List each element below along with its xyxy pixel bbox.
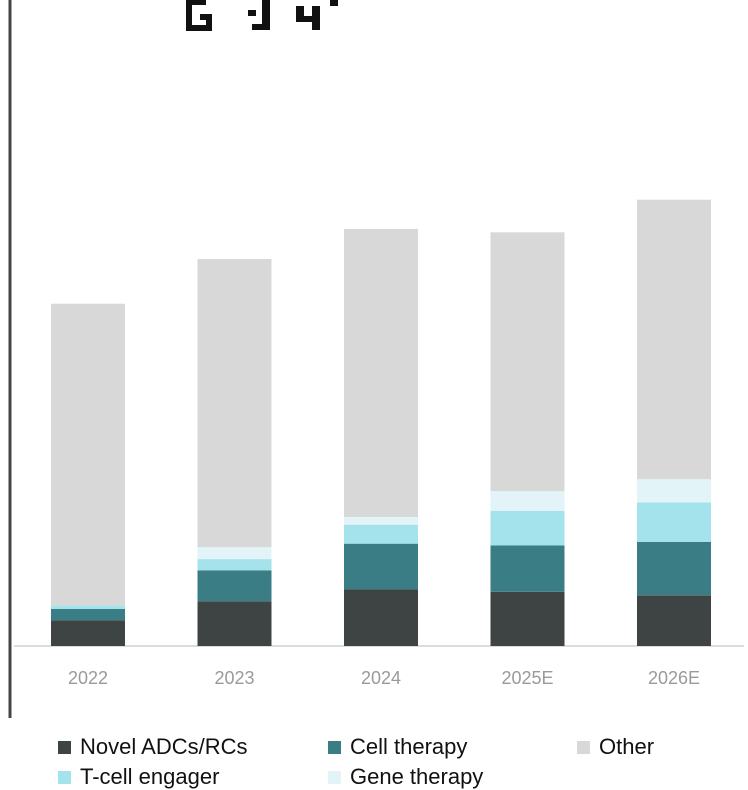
legend-label: Gene therapy (350, 764, 484, 789)
legend-swatch-t-cell-engager (58, 770, 71, 784)
x-tick-label-2022: 2022 (68, 668, 108, 688)
bar-segment-other-2023 (197, 259, 272, 548)
x-tick-label-2026e: 2026E (648, 668, 700, 688)
bar-segment-t-cell-engager-2025e (490, 511, 565, 546)
bar-segment-gene-therapy-2023 (197, 547, 272, 560)
bar-segment-other-2026e (637, 199, 711, 480)
bar-segment-novel-adcs-rcs-2024 (344, 589, 418, 646)
bar-segment-cell-therapy-2025e (490, 545, 565, 592)
bar-segment-cell-therapy-2026e (637, 541, 711, 596)
x-tick-labels: 2022 2023 2024 2025E 2026E (68, 668, 700, 688)
x-tick-label-2023: 2023 (214, 668, 254, 688)
bar-segment-novel-adcs-rcs-2023 (197, 601, 272, 646)
bar-segment-cell-therapy-2022 (51, 609, 125, 621)
legend-item-gene-therapy: Gene therapy (328, 764, 483, 790)
legend-item-novel-adcs: Novel ADCs/RCs (58, 734, 247, 760)
legend-label: Other (599, 734, 655, 759)
bar-segment-other-2024 (344, 228, 418, 517)
legend-item-other: Other (577, 734, 654, 760)
legend-label: Novel ADCs/RCs (80, 734, 248, 759)
bars-layer (51, 199, 711, 646)
legend-label: T-cell engager (80, 764, 220, 789)
bar-segment-t-cell-engager-2022 (51, 605, 125, 609)
legend-item-cell-therapy: Cell therapy (328, 734, 467, 760)
bar-segment-novel-adcs-rcs-2025e (490, 591, 565, 646)
x-tick-label-2025e: 2025E (501, 668, 553, 688)
bar-segment-cell-therapy-2023 (197, 570, 272, 602)
bar-segment-novel-adcs-rcs-2022 (51, 620, 125, 646)
legend-swatch-novel-adcs (58, 740, 71, 754)
bar-segment-gene-therapy-2025e (490, 491, 565, 511)
bar-segment-t-cell-engager-2026e (637, 502, 711, 542)
legend: Novel ADCs/RCs Cell therapy Other T-cell… (58, 734, 738, 790)
legend-item-t-cell-engager: T-cell engager (58, 764, 219, 790)
bar-segment-t-cell-engager-2024 (344, 524, 418, 544)
x-tick-label-2024: 2024 (361, 668, 401, 688)
bar-segment-novel-adcs-rcs-2026e (637, 595, 711, 646)
bar-segment-t-cell-engager-2023 (197, 559, 272, 571)
legend-swatch-cell-therapy (328, 740, 341, 754)
bar-segment-gene-therapy-2026e (637, 479, 711, 503)
legend-swatch-gene-therapy (328, 770, 341, 784)
bar-segment-other-2022 (51, 303, 125, 606)
title-fragment-glyphs (186, 0, 338, 31)
bar-segment-other-2025e (490, 232, 565, 492)
bar-segment-gene-therapy-2024 (344, 517, 418, 525)
bar-segment-cell-therapy-2024 (344, 543, 418, 590)
legend-label: Cell therapy (350, 734, 468, 759)
legend-swatch-other (577, 740, 590, 754)
